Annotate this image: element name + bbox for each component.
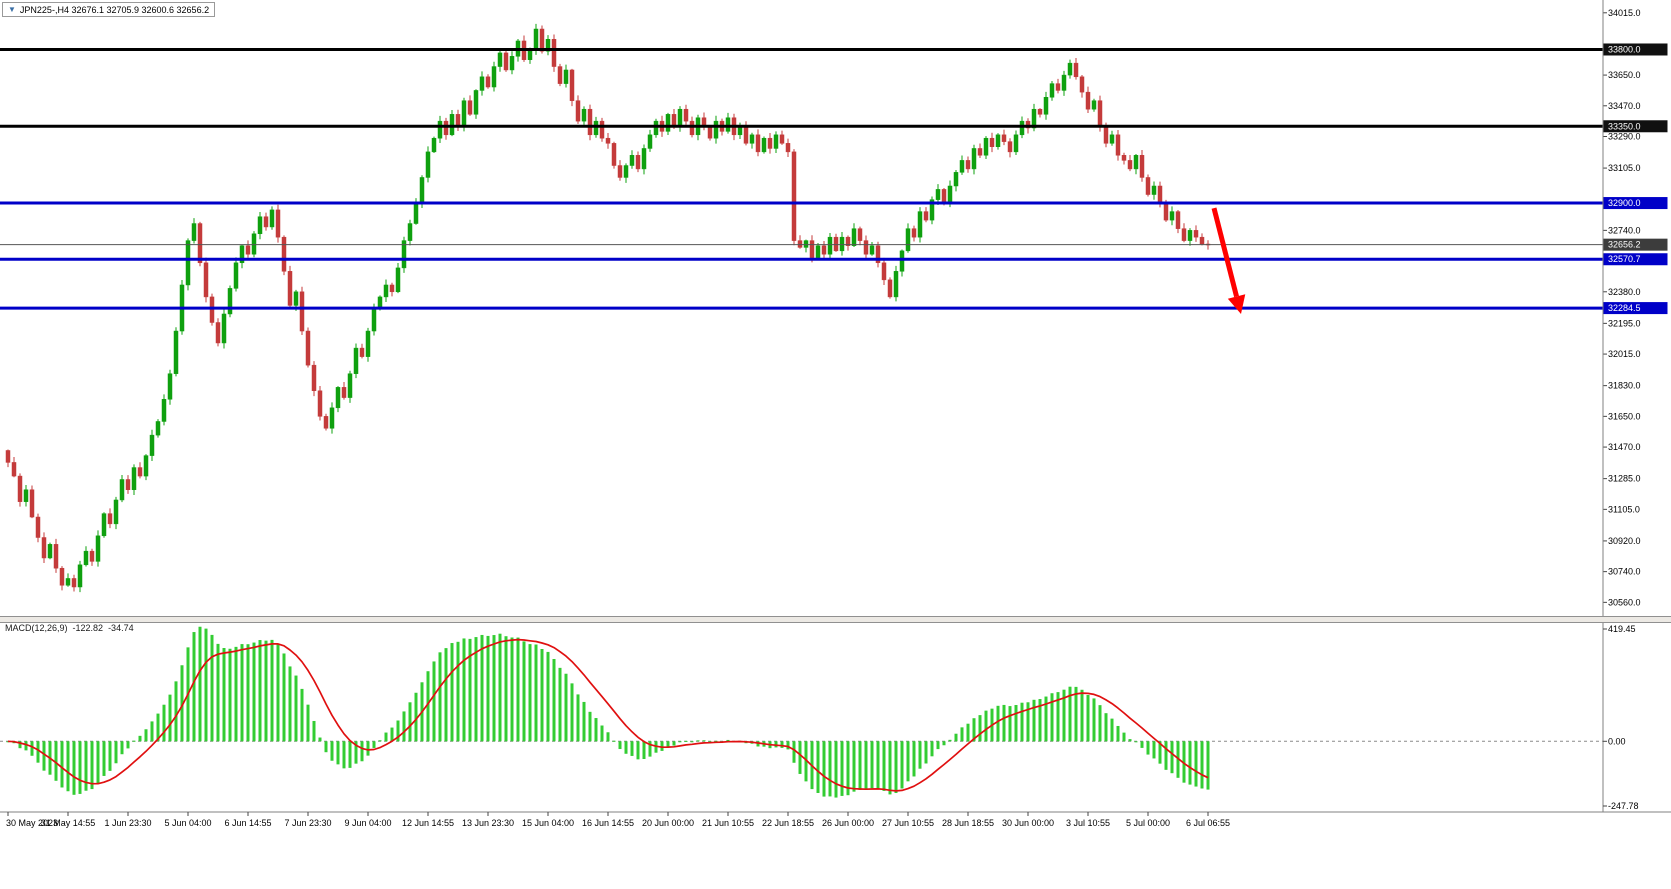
- symbol-info-bar[interactable]: ▼ JPN225-,H4 32676.1 32705.9 32600.6 326…: [2, 2, 216, 17]
- svg-text:31 May 14:55: 31 May 14:55: [41, 818, 96, 828]
- svg-text:15 Jun 04:00: 15 Jun 04:00: [522, 818, 574, 828]
- macd-signal-line: [7, 638, 1209, 792]
- svg-text:6 Jul 06:55: 6 Jul 06:55: [1186, 818, 1230, 828]
- svg-text:30920.0: 30920.0: [1608, 536, 1641, 546]
- svg-text:21 Jun 10:55: 21 Jun 10:55: [702, 818, 754, 828]
- svg-text:34015.0: 34015.0: [1608, 8, 1641, 18]
- price-badge-32570.7: 32570.7: [1603, 253, 1668, 266]
- svg-text:32284.5: 32284.5: [1608, 303, 1641, 313]
- svg-text:33470.0: 33470.0: [1608, 101, 1641, 111]
- svg-text:31105.0: 31105.0: [1608, 504, 1640, 514]
- panel-splitter[interactable]: [0, 616, 1671, 623]
- svg-text:3 Jul 10:55: 3 Jul 10:55: [1066, 818, 1110, 828]
- symbol-dropdown-icon[interactable]: ▼: [8, 5, 16, 14]
- symbol-ohlc-text: JPN225-,H4 32676.1 32705.9 32600.6 32656…: [19, 4, 210, 15]
- svg-text:7 Jun 23:30: 7 Jun 23:30: [284, 818, 331, 828]
- svg-text:419.45: 419.45: [1608, 624, 1636, 634]
- svg-text:31650.0: 31650.0: [1608, 411, 1641, 421]
- svg-text:33800.0: 33800.0: [1608, 44, 1641, 54]
- macd-signal-value: -34.74: [108, 623, 134, 633]
- svg-text:0.00: 0.00: [1608, 736, 1626, 746]
- svg-text:20 Jun 00:00: 20 Jun 00:00: [642, 818, 694, 828]
- candlesticks: [5, 23, 1211, 593]
- svg-text:30740.0: 30740.0: [1608, 567, 1641, 577]
- current-price-badge: 32656.2: [1603, 238, 1668, 251]
- svg-text:5 Jun 04:00: 5 Jun 04:00: [164, 818, 211, 828]
- svg-text:1 Jun 23:30: 1 Jun 23:30: [104, 818, 151, 828]
- svg-text:27 Jun 10:55: 27 Jun 10:55: [882, 818, 934, 828]
- price-axis[interactable]: 34015.0 33650.0 33470.0 33290.0 33105.0 32740…: [1603, 8, 1641, 608]
- svg-text:32015.0: 32015.0: [1608, 349, 1641, 359]
- price-badge-33350.0: 33350.0: [1603, 120, 1668, 133]
- svg-text:32656.2: 32656.2: [1608, 240, 1641, 250]
- svg-text:12 Jun 14:55: 12 Jun 14:55: [402, 818, 454, 828]
- svg-text:31285.0: 31285.0: [1608, 474, 1641, 484]
- price-badge-32900.0: 32900.0: [1603, 197, 1668, 210]
- svg-text:31830.0: 31830.0: [1608, 381, 1641, 391]
- svg-text:32900.0: 32900.0: [1608, 198, 1641, 208]
- svg-text:33650.0: 33650.0: [1608, 70, 1641, 80]
- svg-text:6 Jun 14:55: 6 Jun 14:55: [224, 818, 271, 828]
- price-badge-33800.0: 33800.0: [1603, 43, 1668, 56]
- svg-text:9 Jun 04:00: 9 Jun 04:00: [344, 818, 391, 828]
- svg-text:31470.0: 31470.0: [1608, 442, 1641, 452]
- svg-text:22 Jun 18:55: 22 Jun 18:55: [762, 818, 814, 828]
- macd-histogram: [6, 626, 1210, 798]
- svg-text:5 Jul 00:00: 5 Jul 00:00: [1126, 818, 1170, 828]
- svg-text:-247.78: -247.78: [1608, 801, 1639, 811]
- macd-value: -122.82: [72, 623, 104, 633]
- svg-text:30 May 2023: 30 May 2023: [6, 818, 58, 828]
- price-badge-32284.5: 32284.5: [1603, 302, 1668, 315]
- svg-text:33290.0: 33290.0: [1608, 132, 1641, 142]
- svg-text:28 Jun 18:55: 28 Jun 18:55: [942, 818, 994, 828]
- macd-name: MACD(12,26,9): [5, 623, 68, 633]
- svg-text:32195.0: 32195.0: [1608, 318, 1641, 328]
- svg-text:30560.0: 30560.0: [1608, 597, 1641, 607]
- svg-text:30 Jun 00:00: 30 Jun 00:00: [1002, 818, 1054, 828]
- svg-text:16 Jun 14:55: 16 Jun 14:55: [582, 818, 634, 828]
- trend-arrow[interactable]: [1211, 207, 1246, 314]
- svg-text:32380.0: 32380.0: [1608, 287, 1641, 297]
- svg-text:26 Jun 00:00: 26 Jun 00:00: [822, 818, 874, 828]
- svg-text:13 Jun 23:30: 13 Jun 23:30: [462, 818, 514, 828]
- macd-axis[interactable]: 419.45 0.00 -247.78: [1603, 624, 1639, 811]
- svg-text:32570.7: 32570.7: [1608, 254, 1641, 264]
- svg-text:33350.0: 33350.0: [1608, 121, 1641, 131]
- macd-indicator-label: MACD(12,26,9) -122.82 -34.74: [5, 623, 139, 633]
- svg-text:32740.0: 32740.0: [1608, 225, 1641, 235]
- svg-text:33105.0: 33105.0: [1608, 163, 1641, 173]
